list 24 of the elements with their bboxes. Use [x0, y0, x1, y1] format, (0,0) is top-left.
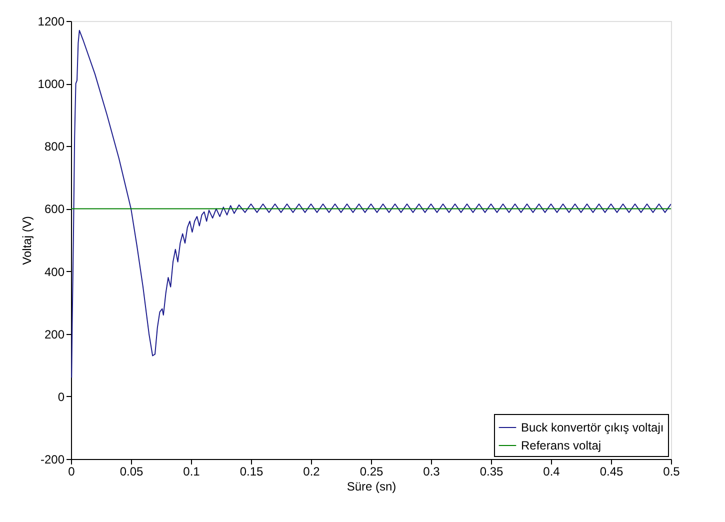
x-tick-label: 0.15 — [240, 464, 264, 478]
legend-label: Buck konvertör çıkış voltajı — [521, 420, 664, 434]
y-axis-title: Voltaj (V) — [20, 216, 34, 265]
x-tick-label: 0 — [68, 464, 76, 478]
y-tick-label: -200 — [40, 452, 65, 466]
y-tick-label: 1000 — [38, 77, 65, 92]
line-series — [71, 30, 671, 378]
y-tick-label: 0 — [58, 390, 65, 404]
x-tick-label: 0.2 — [303, 464, 320, 478]
x-tick-label: 0.05 — [120, 464, 144, 478]
x-tick-label: 0.1 — [183, 464, 200, 478]
x-tick-label: 0.5 — [663, 464, 680, 478]
y-tick-label: 400 — [44, 264, 65, 279]
x-tick-label: 0.3 — [423, 464, 440, 478]
x-tick-label: 0.25 — [360, 464, 384, 478]
y-tick-label: 600 — [44, 202, 65, 216]
y-tick-label: 1200 — [38, 14, 65, 28]
x-axis-title: Süre (sn) — [346, 480, 396, 494]
y-tick-label: 800 — [44, 140, 65, 154]
legend-label: Referans voltaj — [521, 438, 602, 452]
x-tick-label: 0.4 — [543, 464, 560, 478]
y-tick-label: 200 — [44, 327, 65, 342]
x-tick-label: 0.35 — [480, 464, 504, 478]
x-tick-label: 0.45 — [600, 464, 624, 478]
